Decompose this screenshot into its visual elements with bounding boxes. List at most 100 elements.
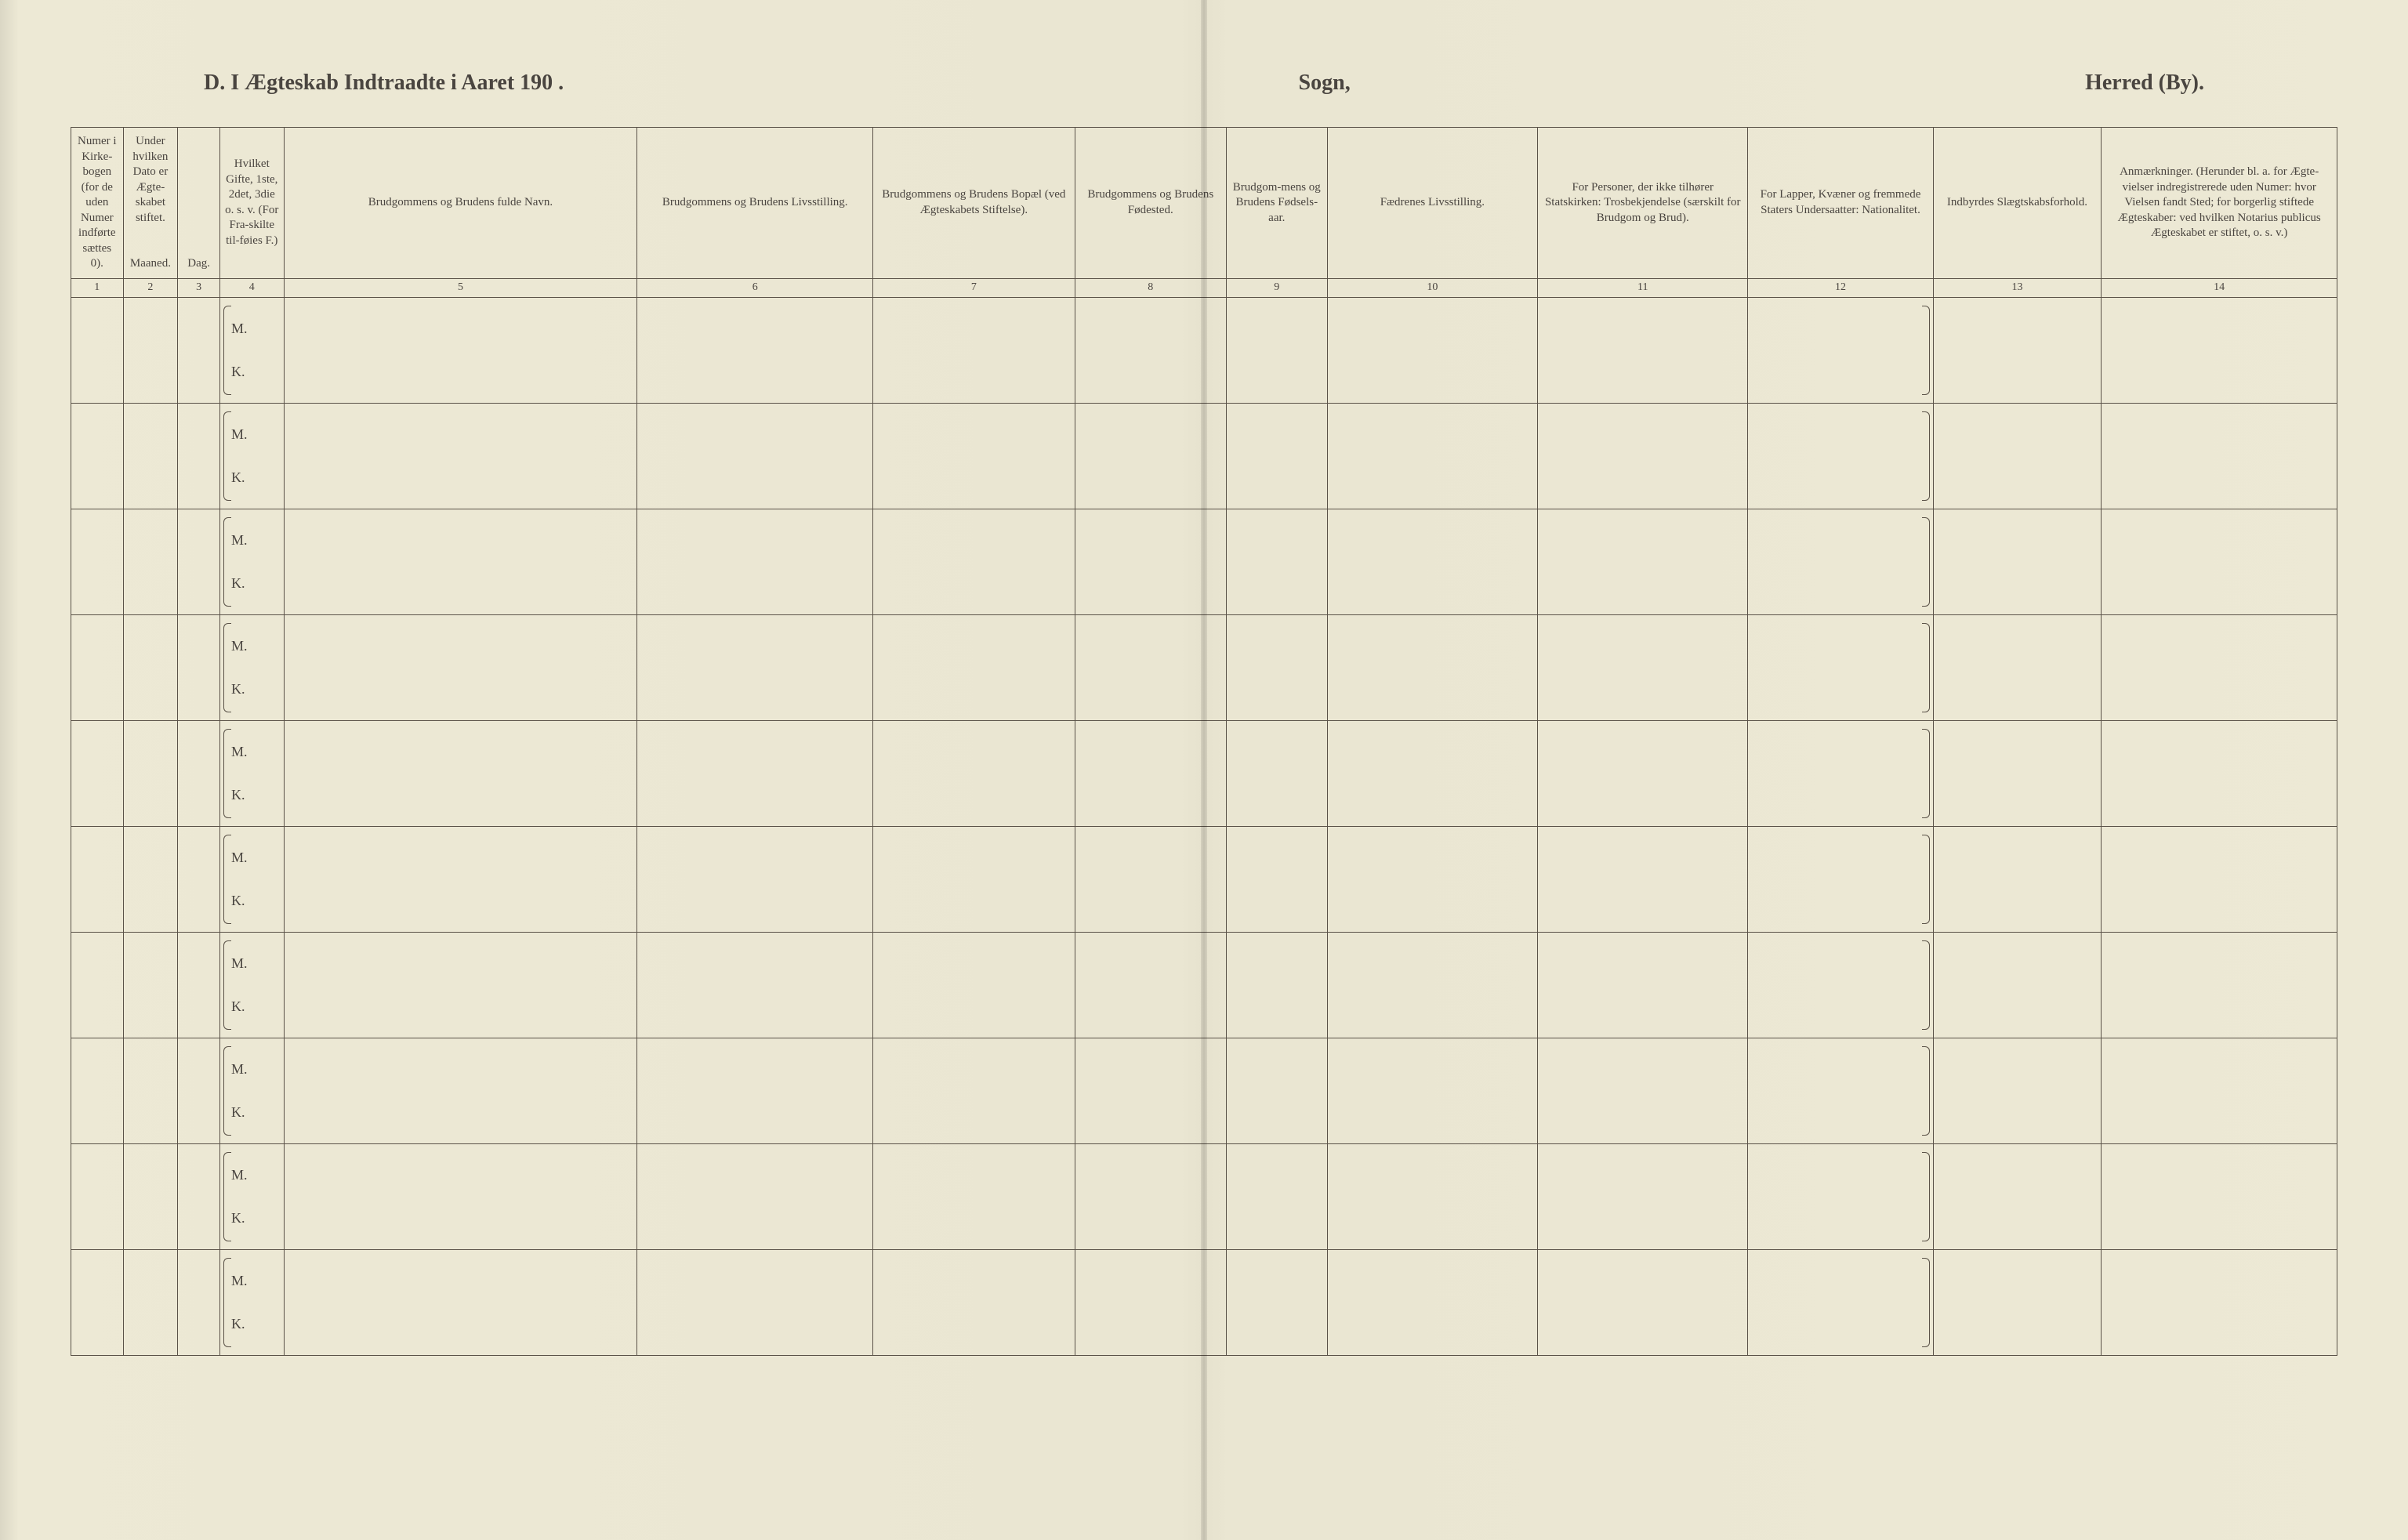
brace-right-icon xyxy=(1922,729,1930,818)
m-label: M. xyxy=(231,850,284,866)
cell-col-7 xyxy=(873,720,1075,826)
cell-col-9 xyxy=(1226,297,1327,403)
cell-col-10 xyxy=(1327,1143,1537,1249)
mk-content: M.K. xyxy=(231,721,284,826)
cell-col-9 xyxy=(1226,403,1327,509)
brace-left-icon xyxy=(223,623,231,712)
col-num-6: 6 xyxy=(637,278,873,297)
cell-col-12 xyxy=(1748,826,1933,932)
mk-content: M.K. xyxy=(231,404,284,509)
m-label: M. xyxy=(231,1273,284,1289)
cell-col-1 xyxy=(71,297,124,403)
cell-col-1 xyxy=(71,1143,124,1249)
cell-col-2 xyxy=(123,614,178,720)
table-row: M. K. xyxy=(71,614,2337,720)
col-num-9: 9 xyxy=(1226,278,1327,297)
column-number-row: 1 2 3 4 5 6 7 8 9 10 11 12 13 14 xyxy=(71,278,2337,297)
title-center: Sogn, xyxy=(1299,71,1351,96)
table-head: Numer i Kirke-bogen (for de uden Numer i… xyxy=(71,128,2337,298)
m-label: M. xyxy=(231,744,284,760)
cell-col-14 xyxy=(2102,403,2337,509)
col-header-6: Brudgommens og Brudens Livsstilling. xyxy=(637,128,873,279)
cell-col-9 xyxy=(1226,614,1327,720)
col-num-14: 14 xyxy=(2102,278,2337,297)
cell-col-8 xyxy=(1075,509,1226,614)
cell-col-6 xyxy=(637,403,873,509)
cell-col-1 xyxy=(71,720,124,826)
col-num-7: 7 xyxy=(873,278,1075,297)
cell-col-3 xyxy=(178,720,220,826)
cell-col-14 xyxy=(2102,509,2337,614)
k-label: K. xyxy=(231,681,284,698)
cell-col-10 xyxy=(1327,509,1537,614)
col-header-5: Brudgommens og Brudens fulde Navn. xyxy=(284,128,637,279)
k-label: K. xyxy=(231,1210,284,1227)
cell-col-3 xyxy=(178,297,220,403)
cell-col-6 xyxy=(637,1143,873,1249)
brace-left-icon xyxy=(223,306,231,395)
mk-content: M. K. xyxy=(231,1038,284,1143)
cell-col-9 xyxy=(1226,826,1327,932)
col-header-3: Dag. xyxy=(178,128,220,279)
col-header-8: Brudgommens og Brudens Fødested. xyxy=(1075,128,1226,279)
cell-col-6 xyxy=(637,614,873,720)
brace-right-icon xyxy=(1922,1152,1930,1241)
m-label: M. xyxy=(231,1061,284,1078)
col-header-14: Anmærkninger. (Herunder bl. a. for Ægte-… xyxy=(2102,128,2337,279)
cell-col-7 xyxy=(873,826,1075,932)
header-row: Numer i Kirke-bogen (for de uden Numer i… xyxy=(71,128,2337,279)
col-header-2-3-top: Under hvilken Dato er Ægte-skabet stifte… xyxy=(123,128,178,279)
cell-col-4: M. K. xyxy=(219,614,284,720)
table-row: M.K. xyxy=(71,509,2337,614)
cell-col-8 xyxy=(1075,403,1226,509)
col-header-13: Indbyrdes Slægtskabsforhold. xyxy=(1933,128,2102,279)
mk-content: M.K. xyxy=(231,827,284,932)
cell-col-12 xyxy=(1748,1249,1933,1355)
cell-col-5 xyxy=(284,932,637,1038)
cell-col-2 xyxy=(123,720,178,826)
brace-left-icon xyxy=(223,1046,231,1136)
cell-col-8 xyxy=(1075,932,1226,1038)
cell-col-3 xyxy=(178,1249,220,1355)
cell-col-11 xyxy=(1538,614,1748,720)
m-label: M. xyxy=(231,638,284,654)
brace-left-icon xyxy=(223,729,231,818)
table-row: M.K. xyxy=(71,826,2337,932)
cell-col-4: M.K. xyxy=(219,509,284,614)
cell-col-6 xyxy=(637,509,873,614)
mk-content: M. K. xyxy=(231,615,284,720)
cell-col-11 xyxy=(1538,403,1748,509)
cell-col-13 xyxy=(1933,1249,2102,1355)
cell-col-13 xyxy=(1933,932,2102,1038)
cell-col-14 xyxy=(2102,932,2337,1038)
cell-col-1 xyxy=(71,1038,124,1143)
cell-col-14 xyxy=(2102,826,2337,932)
cell-col-12 xyxy=(1748,720,1933,826)
k-label: K. xyxy=(231,1316,284,1332)
k-label: K. xyxy=(231,1104,284,1121)
m-label: M. xyxy=(231,1167,284,1183)
brace-right-icon xyxy=(1922,1046,1930,1136)
cell-col-9 xyxy=(1226,1143,1327,1249)
m-label: M. xyxy=(231,321,284,337)
cell-col-2 xyxy=(123,297,178,403)
cell-col-2 xyxy=(123,826,178,932)
cell-col-1 xyxy=(71,1249,124,1355)
col-header-4: Hvilket Gifte, 1ste, 2det, 3die o. s. v.… xyxy=(219,128,284,279)
cell-col-14 xyxy=(2102,720,2337,826)
m-label: M. xyxy=(231,532,284,549)
col-header-9: Brudgom-mens og Brudens Fødsels-aar. xyxy=(1226,128,1327,279)
brace-left-icon xyxy=(223,835,231,924)
cell-col-8 xyxy=(1075,297,1226,403)
cell-col-8 xyxy=(1075,614,1226,720)
col-num-1: 1 xyxy=(71,278,124,297)
cell-col-12 xyxy=(1748,614,1933,720)
cell-col-14 xyxy=(2102,1143,2337,1249)
col-num-13: 13 xyxy=(1933,278,2102,297)
cell-col-5 xyxy=(284,297,637,403)
ledger-page: D. I Ægteskab Indtraadte i Aaret 190 . S… xyxy=(0,0,2408,1540)
table-row: M. K. xyxy=(71,1038,2337,1143)
cell-col-5 xyxy=(284,1143,637,1249)
cell-col-3 xyxy=(178,932,220,1038)
cell-col-4: M.K. xyxy=(219,403,284,509)
